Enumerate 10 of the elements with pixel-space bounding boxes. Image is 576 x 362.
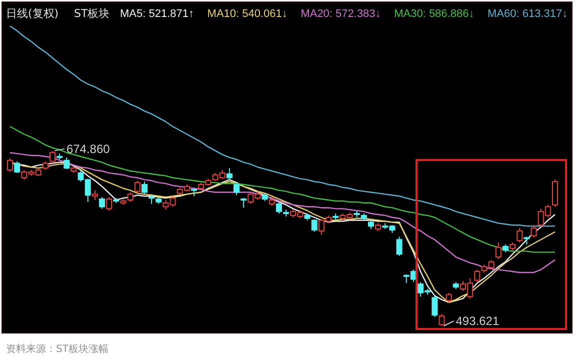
text: MA5: 521.871↑ <box>120 8 194 20</box>
chart-subtitle: ST板块 <box>74 7 110 20</box>
text: MA20: 572.383↓ <box>300 8 381 20</box>
annotation: 674.860 <box>66 142 110 156</box>
chart-title: 日线(复权) <box>6 7 59 20</box>
text: MA30: 586.886↓ <box>394 8 474 20</box>
annotation: 493.621 <box>456 314 500 328</box>
text: MA60: 613.317↓ <box>488 8 568 20</box>
text: MA10: 540.061↓ <box>207 8 288 20</box>
text: 资料来源：ST板块涨幅 <box>6 343 108 355</box>
